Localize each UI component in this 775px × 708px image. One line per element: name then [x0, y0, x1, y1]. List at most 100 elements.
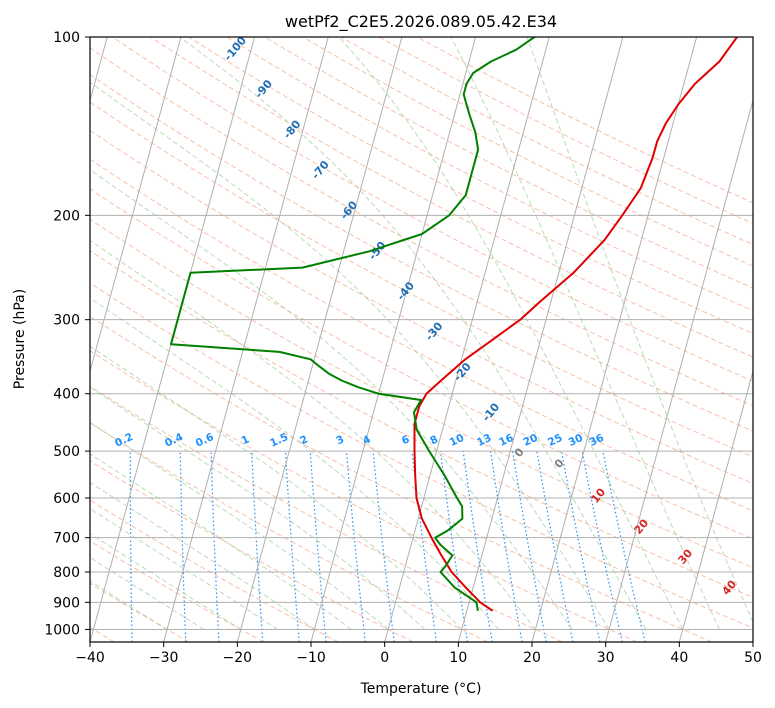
dry-adiabat-label: -30 — [423, 319, 446, 343]
moist-adiabat-line — [90, 81, 610, 630]
mixing-ratio-line — [602, 450, 646, 642]
mixing-ratio-lines — [82, 450, 646, 642]
moist-adiabat-line — [90, 532, 241, 630]
dry-adiabat-line — [90, 582, 190, 642]
mixing-ratio-label: 0.6 — [194, 431, 216, 450]
isotherm-line — [236, 37, 403, 642]
x-tick-label: 20 — [523, 650, 541, 666]
y-tick-label: 400 — [53, 387, 80, 403]
dry-adiabat-line — [264, 37, 753, 289]
y-tick-label: 100 — [53, 30, 80, 46]
mixing-ratio-line — [284, 451, 300, 642]
mixing-ratio-line — [512, 451, 547, 642]
isotherm-line — [457, 37, 624, 642]
mixing-ratio-line — [462, 451, 493, 642]
dry-adiabat-label: -70 — [309, 158, 332, 182]
plot-area: 0.1 0.2 0.4 0.6 1 1.5 2 3 4 6 8 10 13 16 20 25 30 36-100-… — [82, 34, 753, 642]
moist-adiabat-line — [90, 386, 426, 630]
isotherm-line — [752, 640, 753, 642]
mixing-ratio-line — [581, 450, 623, 642]
x-tick-label: −40 — [75, 650, 105, 666]
isotherm-line — [90, 37, 182, 374]
moist-adiabat-line — [90, 345, 463, 630]
mixing-ratio-label: 4 — [361, 433, 373, 447]
dewpoint-profile-line — [170, 37, 536, 611]
x-axis: −40 −30 −20 −10 0 10 20 30 40 50 — [75, 642, 762, 666]
y-tick-label: 900 — [53, 595, 80, 611]
chart-title: wetPf2_C2E5.2026.089.05.42.E34 — [285, 12, 557, 32]
dry-adiabat-line — [90, 218, 753, 569]
dry-adiabat-line — [90, 385, 563, 642]
isotherm-line — [384, 37, 550, 642]
temperature-profile-line — [413, 37, 738, 612]
dry-adiabat-line — [90, 315, 712, 642]
y-tick-label: 600 — [53, 491, 80, 507]
mixing-ratio-line — [372, 451, 395, 642]
mixing-ratio-label: 36 — [587, 432, 605, 449]
x-axis-label: Temperature (°C) — [360, 681, 482, 697]
dry-adiabat-line — [150, 37, 753, 358]
mixing-ratio-label: 30 — [567, 432, 585, 449]
dry-adiabat-label: -10 — [480, 400, 503, 424]
dry-adiabat-line — [90, 422, 488, 642]
profiles — [170, 37, 738, 612]
dry-adiabat-line — [90, 101, 753, 458]
mixing-ratio-label: 13 — [475, 432, 493, 449]
dry-adiabats — [90, 37, 753, 642]
dry-adiabat-label: -40 — [394, 279, 417, 303]
plot-frame — [89, 36, 754, 643]
dry-adiabat-line — [90, 129, 753, 485]
dry-adiabat-line — [90, 188, 753, 540]
y-tick-label: 700 — [53, 531, 80, 547]
mixing-ratio-line — [536, 450, 574, 642]
mixing-ratio-label: 10 — [448, 432, 466, 449]
moist-adiabat-line — [90, 239, 536, 630]
x-tick-label: −20 — [223, 650, 253, 666]
dry-adiabat-label: 0 — [512, 445, 527, 459]
dry-adiabat-line — [112, 37, 753, 382]
mixing-ratio-label: 2 — [298, 433, 310, 447]
moist-adiabat-line — [90, 297, 499, 630]
moist-adiabat-line — [338, 37, 684, 630]
mixing-ratio-line — [82, 451, 84, 642]
mixing-ratio-label: 16 — [497, 432, 515, 449]
mixing-ratio-label: 0.2 — [113, 431, 135, 450]
dry-adiabat-line — [90, 74, 753, 432]
moist-adiabat-line — [450, 37, 721, 630]
moist-adiabat-line — [179, 37, 647, 630]
x-tick-label: −10 — [296, 650, 326, 666]
mixing-ratio-line — [251, 451, 264, 642]
dry-adiabat-label: -80 — [281, 117, 304, 141]
mixing-ratio-label: 1 — [240, 433, 252, 447]
moist-adiabat-line — [526, 37, 753, 624]
mixing-ratio-line — [345, 451, 366, 642]
moist-adiabat-line — [90, 481, 315, 630]
mixing-ratio-label: 25 — [546, 432, 564, 449]
isotherm-line — [163, 37, 329, 642]
dry-adiabat-line — [90, 540, 264, 642]
moist-adiabat-line — [90, 421, 389, 630]
dry-adiabat-label: -100 — [221, 34, 249, 64]
x-tick-label: 0 — [380, 650, 389, 666]
isobars — [90, 37, 753, 630]
mixing-ratio-label: 8 — [428, 433, 440, 447]
mixing-ratio-line — [309, 451, 327, 642]
isotherms — [90, 37, 753, 642]
y-tick-label: 800 — [53, 565, 80, 581]
y-tick-label: 1000 — [44, 622, 80, 638]
dry-adiabat-line — [90, 350, 638, 642]
y-axis: 100 200 300 400 500 600 700 800 900 1000 — [44, 30, 90, 638]
mixing-ratio-label: 1.5 — [268, 431, 290, 450]
mixing-ratio-line — [489, 451, 523, 642]
mixing-ratio-line — [561, 450, 601, 642]
moist-adiabat-line — [90, 453, 352, 630]
dry-adiabat-line — [302, 37, 753, 267]
moist-adiabat-label: 30 — [675, 546, 695, 566]
x-tick-label: −30 — [149, 650, 179, 666]
dry-adiabat-line — [90, 250, 753, 598]
y-tick-label: 300 — [53, 313, 80, 329]
moist-adiabat-line — [90, 508, 278, 630]
dry-adiabat-line — [417, 37, 753, 204]
mixing-ratio-label: 20 — [521, 432, 539, 449]
isotherm-line — [678, 369, 753, 642]
